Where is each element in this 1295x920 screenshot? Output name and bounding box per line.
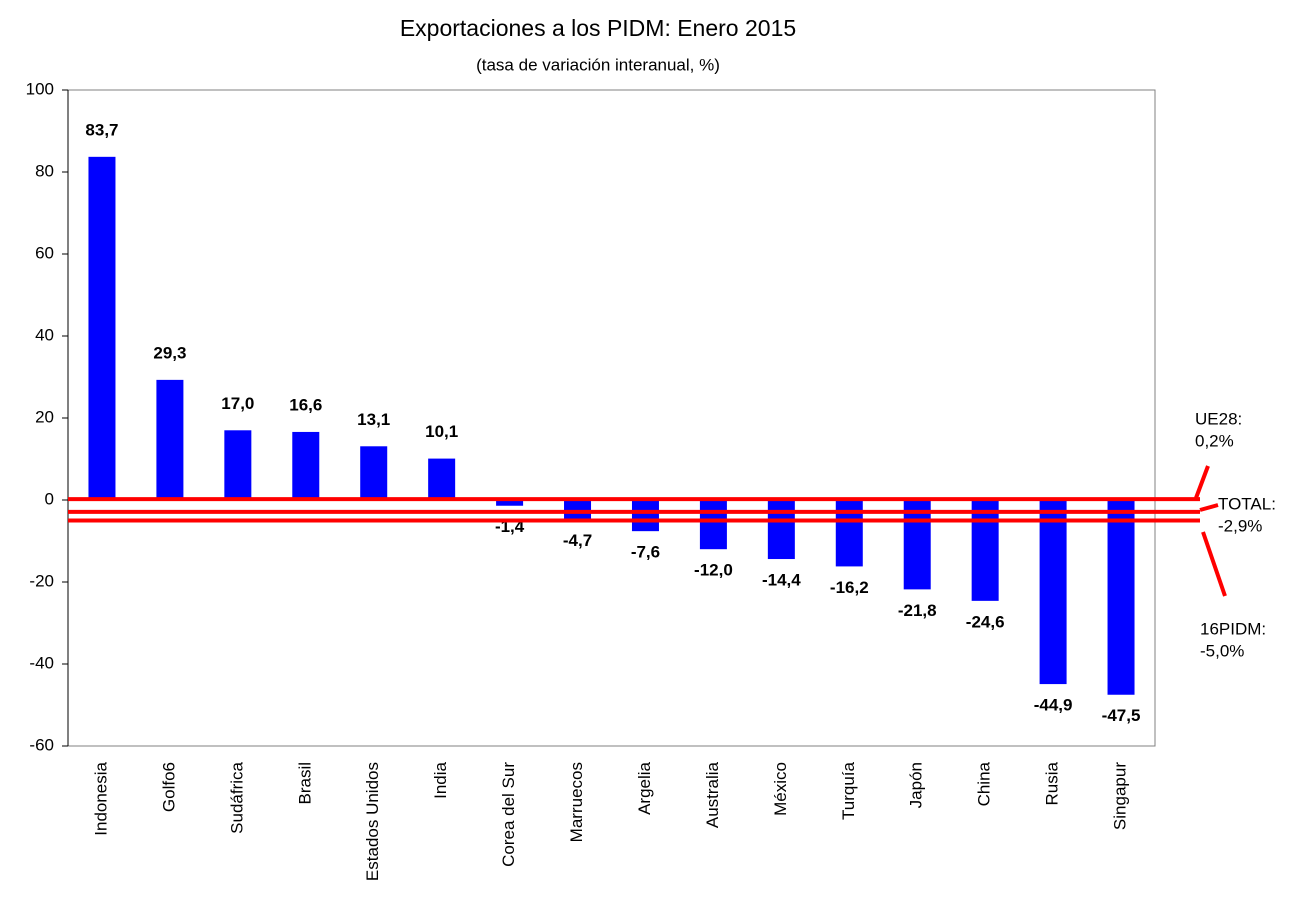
reference-label: -5,0% bbox=[1200, 641, 1244, 660]
x-tick-label: Corea del Sur bbox=[499, 762, 518, 867]
bar bbox=[971, 500, 999, 601]
bar bbox=[631, 500, 659, 532]
value-label: 29,3 bbox=[153, 343, 186, 362]
x-tick-label: Marruecos bbox=[567, 762, 586, 842]
value-label: -44,9 bbox=[1034, 696, 1073, 715]
bar bbox=[292, 431, 320, 500]
leader-line bbox=[1194, 465, 1210, 499]
chart-title: Exportaciones a los PIDM: Enero 2015 bbox=[400, 15, 796, 41]
value-label: -24,6 bbox=[966, 612, 1005, 631]
reference-name: UE28: bbox=[1195, 409, 1242, 428]
x-tick-label: Argelia bbox=[635, 761, 654, 814]
plot-area bbox=[67, 89, 1156, 747]
x-tick-label: Singapur bbox=[1111, 762, 1130, 830]
value-label: -47,5 bbox=[1102, 706, 1141, 725]
reference-name: TOTAL: bbox=[1218, 494, 1276, 513]
value-label: 83,7 bbox=[85, 120, 118, 139]
y-tick-label: 40 bbox=[35, 325, 54, 344]
value-label: 10,1 bbox=[425, 422, 458, 441]
value-label: -16,2 bbox=[830, 578, 869, 597]
chart-subtitle: (tasa de variación interanual, %) bbox=[476, 55, 720, 74]
reference-label: -2,9% bbox=[1218, 516, 1262, 535]
value-label: 16,6 bbox=[289, 395, 322, 414]
bar bbox=[1107, 500, 1135, 695]
reference-name: 16PIDM: bbox=[1200, 619, 1266, 638]
value-label: -14,4 bbox=[762, 571, 801, 590]
x-tick-label: Estados Unidos bbox=[363, 762, 382, 881]
value-label: 13,1 bbox=[357, 410, 390, 429]
leader-line bbox=[1201, 531, 1227, 597]
bar bbox=[767, 500, 795, 560]
x-tick-label: China bbox=[975, 761, 994, 806]
y-tick-label: 80 bbox=[35, 161, 54, 180]
x-tick-label: Turquía bbox=[839, 761, 858, 820]
x-tick-label: Rusia bbox=[1043, 761, 1062, 805]
x-tick-label: Australia bbox=[703, 761, 722, 828]
bar bbox=[564, 500, 592, 520]
y-tick-label: 100 bbox=[26, 79, 54, 98]
value-label: -12,0 bbox=[694, 561, 733, 580]
bar bbox=[496, 500, 524, 506]
value-label: -21,8 bbox=[898, 601, 937, 620]
leader-line bbox=[1199, 503, 1219, 512]
x-tick-label: India bbox=[431, 761, 450, 798]
y-tick-label: 0 bbox=[45, 489, 54, 508]
bar bbox=[903, 500, 931, 590]
bar bbox=[699, 500, 727, 550]
value-label: -4,7 bbox=[563, 531, 592, 550]
value-label: -7,6 bbox=[631, 543, 660, 562]
bar bbox=[360, 446, 388, 500]
bar bbox=[428, 458, 456, 500]
bar bbox=[88, 156, 116, 500]
bar bbox=[1039, 500, 1067, 685]
x-tick-label: Japón bbox=[907, 762, 926, 808]
y-tick-label: 20 bbox=[35, 407, 54, 426]
bar bbox=[224, 430, 252, 500]
y-tick-label: -60 bbox=[29, 735, 54, 754]
bar bbox=[156, 379, 184, 500]
x-tick-label: Indonesia bbox=[91, 761, 110, 835]
x-tick-label: Brasil bbox=[295, 762, 314, 805]
x-tick-label: Golfo6 bbox=[159, 762, 178, 812]
y-tick-label: -20 bbox=[29, 571, 54, 590]
y-tick-label: 60 bbox=[35, 243, 54, 262]
reference-label: 0,2% bbox=[1195, 431, 1234, 450]
x-tick-label: México bbox=[771, 762, 790, 816]
y-tick-label: -40 bbox=[29, 653, 54, 672]
value-label: 17,0 bbox=[221, 394, 254, 413]
x-tick-label: Sudáfrica bbox=[227, 761, 246, 833]
